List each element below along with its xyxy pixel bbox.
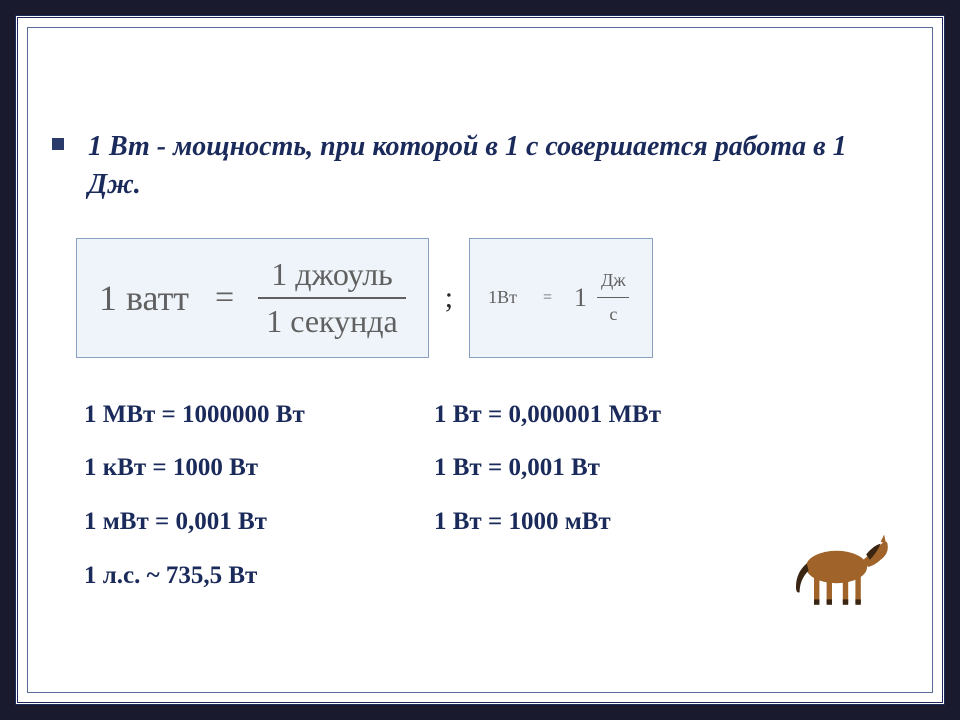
semicolon: ; bbox=[445, 281, 453, 315]
equals-sign: = bbox=[215, 279, 234, 317]
unit-conversions: 1 МВт = 1000000 Вт 1 Вт = 0,000001 МВт 1… bbox=[84, 388, 896, 603]
conversion-right: 1 Вт = 1000 мВт bbox=[434, 495, 611, 549]
formula-lhs-small: 1Вт bbox=[488, 287, 517, 308]
fraction-numerator: 1 джоуль bbox=[263, 256, 401, 297]
formula-lhs: 1 ватт bbox=[99, 277, 189, 319]
conversion-left: 1 л.с. ~ 735,5 Вт bbox=[84, 549, 434, 603]
conversion-left: 1 МВт = 1000000 Вт bbox=[84, 388, 434, 442]
conversion-left: 1 мВт = 0,001 Вт bbox=[84, 495, 434, 549]
conversion-row: 1 л.с. ~ 735,5 Вт bbox=[84, 549, 896, 603]
equals-sign-small: = bbox=[543, 289, 552, 307]
bullet-square-icon bbox=[52, 138, 64, 150]
fraction: 1 джоуль 1 секунда bbox=[258, 256, 406, 340]
fraction-small: Дж с bbox=[593, 270, 634, 325]
conversion-right: 1 Вт = 0,001 Вт bbox=[434, 441, 600, 495]
fraction-numerator-small: Дж bbox=[593, 270, 634, 297]
conversion-right: 1 Вт = 0,000001 МВт bbox=[434, 388, 661, 442]
formula-row: 1 ватт = 1 джоуль 1 секунда ; 1Вт = 1 Дж… bbox=[76, 238, 896, 358]
formula-watt-definition-big: 1 ватт = 1 джоуль 1 секунда bbox=[76, 238, 429, 358]
fraction-denominator: 1 секунда bbox=[258, 297, 406, 340]
conversion-row: 1 мВт = 0,001 Вт 1 Вт = 1000 мВт bbox=[84, 495, 896, 549]
coefficient-one: 1 bbox=[574, 283, 587, 313]
formula-watt-definition-small: 1Вт = 1 Дж с bbox=[469, 238, 653, 358]
fraction-denominator-small: с bbox=[597, 297, 629, 325]
slide-frame: 1 Вт - мощность, при которой в 1 с совер… bbox=[15, 15, 945, 705]
conversion-row: 1 МВт = 1000000 Вт 1 Вт = 0,000001 МВт bbox=[84, 388, 896, 442]
conversion-left: 1 кВт = 1000 Вт bbox=[84, 441, 434, 495]
horse-icon bbox=[786, 522, 896, 612]
conversion-row: 1 кВт = 1000 Вт 1 Вт = 0,001 Вт bbox=[84, 441, 896, 495]
watt-definition: 1 Вт - мощность, при которой в 1 с совер… bbox=[88, 128, 896, 204]
